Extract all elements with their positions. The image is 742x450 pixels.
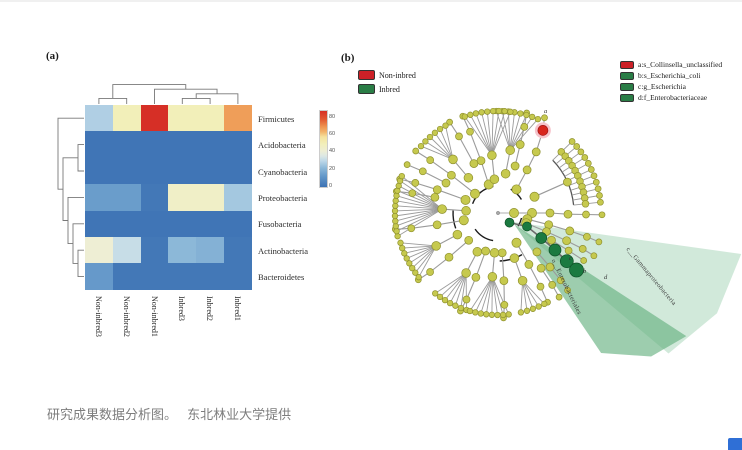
top-divider [0,0,742,2]
heatmap-cell [112,184,142,212]
heatmap-cell [112,131,142,159]
heatmap-cell [224,131,253,159]
panel-a-label: (a) [46,50,59,62]
heatmap-cell [224,263,253,291]
legend-swatch [358,84,375,94]
heatmap-cell [168,210,197,238]
heatmap-cell [196,105,225,132]
corner-widget[interactable] [728,438,742,450]
heatmap-cell [140,157,169,185]
heatmap-cell [112,263,142,291]
heatmap-cell [224,157,253,185]
taxa-swatch [620,71,634,80]
heatmap-cell [140,263,169,291]
heatmap-cell [168,105,197,132]
heatmap-cell [85,157,114,185]
node-letter-a: a [544,108,548,115]
node-letter-d: d [604,274,608,281]
node-letter-c: c [569,255,572,262]
figure-caption: 研究成果数据分析图。 东北林业大学提供 [47,407,292,422]
heatmap-cell [168,131,197,159]
heatmap-cell [140,210,169,238]
heatmap-cell [196,131,225,159]
heatmap-cell [224,184,253,212]
cladogram-wedges [511,221,742,357]
heatmap-dendrograms [57,84,239,278]
heatmap-cell [85,237,114,264]
taxa-legend-item: d:f_Enterobacteriaceae [620,93,707,102]
heatmap-row-label: Proteobacteria [258,192,308,203]
colorbar-tick-label: 20 [329,165,336,172]
heatmap-column-label: Non-inbred3 [93,296,103,337]
colorbar-tick-label: 40 [329,148,336,155]
heatmap-cell [85,263,114,291]
legend-label: Inbred [379,84,400,94]
heatmap-cell [140,237,169,264]
heatmap-cell [168,157,197,185]
heatmap-cell [196,184,225,212]
taxa-legend-item: a:s_Collinsella_unclassified [620,60,722,69]
heatmap-cell [168,237,197,264]
heatmap-row-label: Cyanobacteria [258,166,308,177]
heatmap-row-label: Acidobacteria [258,140,306,151]
heatmap-cell [140,131,169,159]
heatmap-cell [85,210,114,238]
heatmap-column-label: Inbred3 [177,296,187,321]
heatmap-cell [168,263,197,291]
heatmap-cell [85,184,114,212]
heatmap-cell [85,131,114,159]
taxa-label: a:s_Collinsella_unclassified [638,60,723,69]
legend-swatch [358,70,375,80]
heatmap-cell [112,157,142,185]
taxa-swatch [620,60,634,69]
colorbar-tick-label: 80 [329,113,336,120]
taxa-label: d:f_Enterobacteriaceae [638,93,708,102]
colorbar-tick-label: 0 [329,183,333,189]
heatmap-cell [140,105,169,132]
heatmap-cell [224,237,253,264]
heatmap-cell [224,210,253,238]
heatmap-column-label: Inbred2 [205,296,215,321]
heatmap-row-label: Fusobacteria [258,219,302,230]
heatmap-cell [112,237,142,264]
heatmap-column-label: Non-inbred1 [149,296,159,337]
heatmap-column-label: Inbred1 [232,296,242,321]
taxa-swatch [620,82,634,91]
heatmap-row-label: Actinobacteria [258,245,309,256]
heatmap-cell [196,237,225,264]
heatmap-cell [196,210,225,238]
heatmap-cell [168,184,197,212]
taxa-legend-item: c:g_Escherichia [620,82,686,91]
heatmap-column-label: Non-inbred2 [121,296,131,337]
heatmap-row-label: Bacteroidetes [258,272,305,283]
node-letter-b: b [583,268,587,275]
heatmap-cell [112,105,142,132]
cladogram-nodes [391,107,606,322]
heatmap-colorbar [319,110,328,188]
panel-b-label: (b) [341,52,355,64]
colorbar-tick-label: 60 [329,131,336,138]
heatmap-row-label: Firmicutes [258,113,295,124]
heatmap-cell [196,263,225,291]
group-legend-item: Inbred [358,84,400,94]
heatmap-cell [196,157,225,185]
taxa-label: c:g_Escherichia [638,82,686,91]
taxa-swatch [620,93,634,102]
heatmap-cell [85,105,114,132]
taxa-legend-item: b:s_Escherichia_coli [620,71,700,80]
heatmap-cell [224,105,253,132]
legend-label: Non-inbred [379,70,416,80]
heatmap-cell [140,184,169,212]
taxa-label: b:s_Escherichia_coli [638,71,701,80]
heatmap-cell [112,210,142,238]
group-legend-item: Non-inbred [358,70,416,80]
